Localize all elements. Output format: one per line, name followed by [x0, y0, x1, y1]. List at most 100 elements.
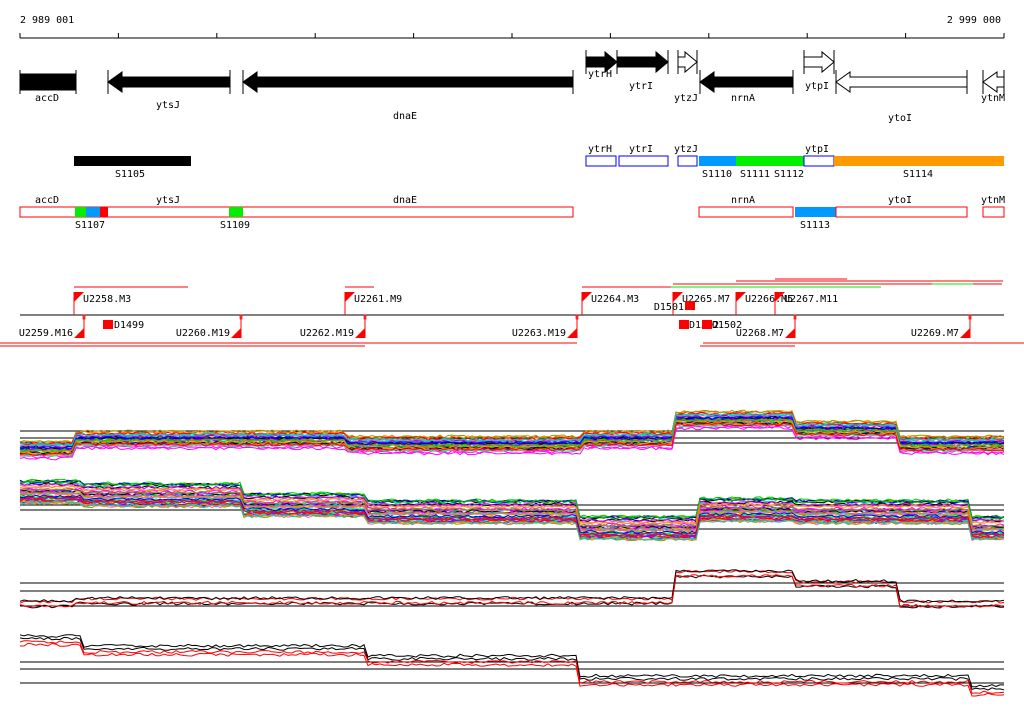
upshift-label: U2261.M9	[354, 294, 402, 305]
gene-ytrI[interactable]: ytrI	[616, 50, 669, 92]
upshift-label: U2258.M3	[83, 294, 131, 305]
expression-line	[19, 418, 1005, 453]
red-extent-lines	[0, 278, 1024, 347]
downshift-label: U2260.M19	[176, 328, 230, 339]
breakpoint-marker[interactable]: D1502	[702, 320, 742, 331]
gene-ytzJ[interactable]: ytzJ	[674, 50, 698, 104]
gene-arrow[interactable]	[616, 50, 669, 74]
gene-arrow[interactable]	[585, 50, 618, 74]
segment-gene-label: nrnA	[731, 195, 755, 206]
expression-line	[19, 640, 1005, 694]
segment-gene-label: ytrI	[629, 144, 653, 155]
gene-ytsJ[interactable]: ytsJ	[107, 70, 231, 111]
gene-nrnA[interactable]: nrnA	[699, 70, 794, 104]
segment-label: S1110	[702, 169, 732, 180]
upshift-marker[interactable]: U2261.M9	[344, 292, 402, 315]
downshift-marker[interactable]: U2263.M19	[512, 314, 579, 339]
segment-box[interactable]	[86, 207, 100, 217]
upshift-marker[interactable]: U2267.M11	[774, 292, 838, 315]
upshift-marker[interactable]: U2258.M3	[73, 292, 131, 315]
expression-line	[19, 479, 1005, 520]
gene-arrow[interactable]	[677, 50, 698, 74]
expression-line	[19, 426, 1005, 461]
gene-label: ytrI	[629, 81, 653, 92]
segment-box[interactable]	[75, 207, 86, 217]
segment-box[interactable]	[795, 207, 836, 217]
gene-arrow[interactable]	[699, 71, 794, 93]
gene-ytpI[interactable]: ytpI	[803, 50, 835, 92]
gene-arrow[interactable]	[803, 50, 835, 74]
expression-line	[19, 420, 1005, 455]
expression-line	[19, 569, 1005, 604]
expression-line	[19, 484, 1005, 525]
gene-arrow[interactable]	[982, 71, 1005, 93]
downshift-marker[interactable]: U2260.M19	[176, 314, 243, 339]
expression-line	[19, 422, 1004, 456]
segment-box[interactable]	[585, 155, 617, 167]
segment-box[interactable]	[100, 207, 108, 217]
expression-line	[19, 415, 1005, 450]
gene-dnaE[interactable]: dnaE	[242, 70, 574, 122]
upshift-marker[interactable]: U2266.M5	[735, 292, 793, 315]
gene-ytnM[interactable]: ytnM	[981, 70, 1005, 104]
gene-arrow[interactable]	[242, 71, 574, 93]
downshift-label: U2262.M19	[300, 328, 354, 339]
segment-gene-label: ytpI	[805, 144, 829, 155]
segment-label: S1105	[115, 169, 145, 180]
segment-box[interactable]	[677, 155, 698, 167]
segment-box[interactable]	[229, 207, 243, 217]
downshift-label: U2259.M16	[19, 328, 73, 339]
segment-box[interactable]	[835, 206, 968, 218]
expression-line	[19, 491, 1005, 533]
upshift-label: U2267.M11	[784, 294, 838, 305]
expression-line	[19, 412, 1005, 447]
gene-arrow[interactable]	[19, 73, 77, 91]
gene-ytrH[interactable]: ytrH	[585, 50, 618, 80]
plot-plus-selected	[19, 569, 1005, 609]
expression-line	[20, 642, 1005, 697]
breakpoint-marker[interactable]: D1499	[103, 320, 144, 331]
expression-line	[19, 482, 1005, 523]
segment-track-plus: S1105 ytrH ytrI ytzJ S1110 S1111 S1112 ytpI S111…	[74, 144, 1004, 180]
gene-arrow[interactable]	[835, 71, 968, 93]
upshift-label: U2266.M5	[745, 294, 793, 305]
downshift-marker[interactable]: U2259.M16	[19, 314, 86, 339]
breakpoint-marker[interactable]: D1501	[654, 301, 695, 313]
plot-minus-selected	[19, 634, 1005, 697]
transcription-unit-track: U2258.M3 U2261.M9 U2264.M3 U2265.M7 U2266.M5…	[0, 278, 1024, 347]
segment-box[interactable]	[736, 156, 804, 166]
expression-line	[19, 409, 1005, 444]
segment-box[interactable]	[74, 156, 191, 166]
segment-gene-label: ytzJ	[674, 144, 698, 155]
expression-line	[19, 500, 1005, 541]
segment-box[interactable]	[803, 155, 835, 167]
gene-arrow[interactable]	[107, 71, 231, 93]
segment-box[interactable]	[982, 206, 1005, 218]
expression-line	[19, 634, 1004, 688]
gene-label: ytsJ	[156, 100, 180, 111]
segment-box[interactable]	[834, 156, 1004, 166]
segment-label: S1112	[774, 169, 804, 180]
downshift-marker[interactable]: U2262.M19	[300, 314, 367, 339]
segment-label: S1111	[740, 169, 770, 180]
segment-label: S1114	[903, 169, 933, 180]
gene-label: nrnA	[731, 93, 755, 104]
downshift-marker[interactable]: U2269.M7	[911, 314, 972, 339]
downshift-label: U2268.M7	[736, 328, 784, 339]
gene-accD[interactable]: accD	[19, 70, 77, 104]
segment-box[interactable]	[699, 156, 736, 166]
upshift-label: U2264.M3	[591, 294, 639, 305]
coordinate-axis: 2 989 001 2 999 000	[19, 15, 1005, 39]
gene-track: accD ytsJ dnaE ytrH ytrI ytzJ nrnA ytpI ytoI ytnM	[19, 50, 1005, 124]
expression-line	[19, 487, 1004, 528]
segment-box[interactable]	[19, 206, 574, 218]
downshift-marker[interactable]: U2268.M7	[736, 314, 797, 339]
gene-ytoI[interactable]: ytoI	[835, 70, 968, 124]
expression-line	[19, 636, 1005, 691]
segment-box[interactable]	[698, 206, 794, 218]
gene-label: ytrH	[588, 69, 612, 80]
upshift-marker[interactable]: U2264.M3	[581, 292, 639, 315]
upshift-marker[interactable]: U2265.M7	[672, 292, 730, 315]
segment-box[interactable]	[618, 155, 669, 167]
